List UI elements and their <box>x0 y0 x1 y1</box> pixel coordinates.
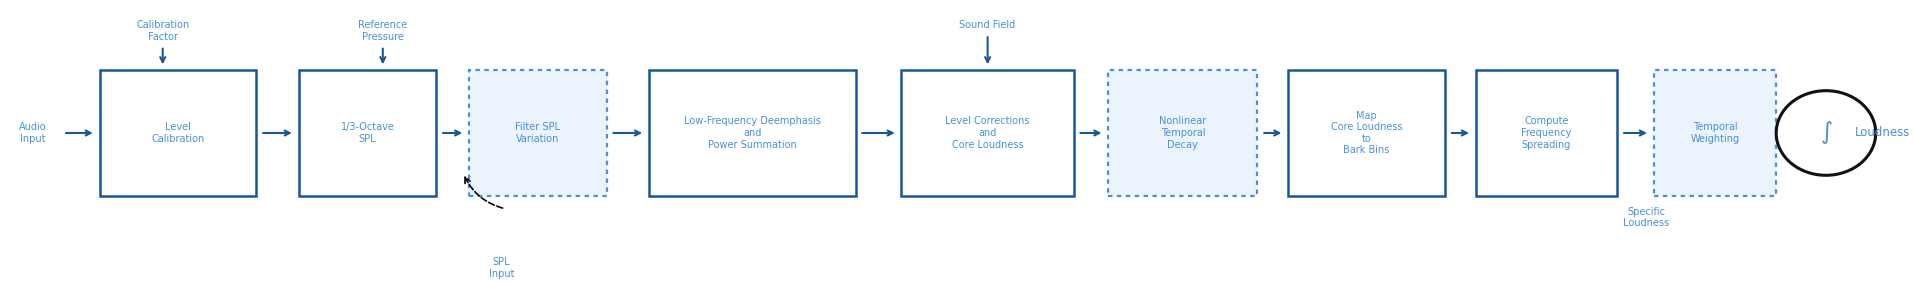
Text: Sound Field: Sound Field <box>959 20 1016 30</box>
Text: Specific
Loudness: Specific Loudness <box>1623 206 1669 228</box>
FancyBboxPatch shape <box>901 70 1074 196</box>
Text: Reference
Pressure: Reference Pressure <box>358 20 408 42</box>
Text: Level
Calibration: Level Calibration <box>151 122 205 144</box>
Text: Calibration
Factor: Calibration Factor <box>136 20 189 42</box>
FancyBboxPatch shape <box>100 70 256 196</box>
Text: Level Corrections
and
Core Loudness: Level Corrections and Core Loudness <box>946 116 1030 150</box>
FancyBboxPatch shape <box>299 70 436 196</box>
Text: $\int$: $\int$ <box>1820 120 1832 146</box>
FancyBboxPatch shape <box>649 70 856 196</box>
FancyBboxPatch shape <box>1288 70 1445 196</box>
Text: Audio
Input: Audio Input <box>19 122 46 144</box>
FancyBboxPatch shape <box>1108 70 1257 196</box>
Text: Loudness: Loudness <box>1855 126 1910 140</box>
Text: Temporal
Weighting: Temporal Weighting <box>1690 122 1740 144</box>
Text: Map
Core Loudness
to
Bark Bins: Map Core Loudness to Bark Bins <box>1330 111 1403 155</box>
Text: SPL
Input: SPL Input <box>488 257 515 279</box>
FancyBboxPatch shape <box>469 70 607 196</box>
FancyBboxPatch shape <box>1476 70 1617 196</box>
FancyBboxPatch shape <box>1654 70 1776 196</box>
Ellipse shape <box>1776 91 1876 175</box>
Text: Compute
Frequency
Spreading: Compute Frequency Spreading <box>1522 116 1571 150</box>
Text: Nonlinear
Temporal
Decay: Nonlinear Temporal Decay <box>1160 116 1206 150</box>
Text: Low-Frequency Deemphasis
and
Power Summation: Low-Frequency Deemphasis and Power Summa… <box>683 116 821 150</box>
Text: 1/3-Octave
SPL: 1/3-Octave SPL <box>341 122 394 144</box>
Text: Filter SPL
Variation: Filter SPL Variation <box>515 122 561 144</box>
